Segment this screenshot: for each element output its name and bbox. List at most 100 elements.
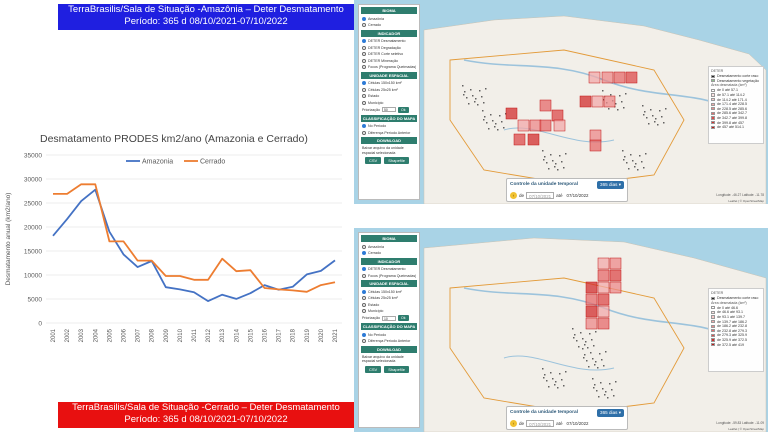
grid-cell[interactable]: [585, 293, 598, 306]
from-date-input[interactable]: 07/10/2021: [526, 420, 555, 427]
grid-cell[interactable]: [585, 317, 598, 330]
indicator-option[interactable]: Focos (Programa Queimadas): [362, 273, 416, 278]
grid-cell[interactable]: [539, 119, 552, 132]
from-date-input[interactable]: 07/10/2021: [526, 192, 555, 199]
indicator-option[interactable]: DETER Desmatamento: [362, 267, 416, 272]
biome-option[interactable]: Cerrado: [362, 23, 416, 28]
ok-button[interactable]: Ok: [397, 315, 409, 321]
csv-button[interactable]: CSV: [365, 157, 382, 164]
classification-option[interactable]: Diferença Período Anterior: [362, 339, 416, 344]
grid-cell[interactable]: [551, 109, 564, 122]
radio-icon[interactable]: [362, 94, 366, 98]
grid-cell[interactable]: [517, 119, 530, 132]
radio-icon[interactable]: [362, 23, 366, 27]
days-dropdown[interactable]: 365 dias ▾: [597, 180, 624, 189]
unit-option[interactable]: Município: [362, 309, 416, 314]
grid-cell[interactable]: [597, 257, 610, 270]
radio-icon[interactable]: [362, 16, 366, 21]
radio-icon[interactable]: [362, 273, 366, 278]
legend-layer[interactable]: Desmatamento corte raso: [711, 74, 761, 79]
priority-input[interactable]: 10: [381, 315, 396, 321]
x-tick-label: 2015: [248, 328, 254, 342]
grid-cell[interactable]: [625, 71, 638, 84]
radio-icon[interactable]: [362, 296, 366, 300]
radio-icon[interactable]: [362, 87, 366, 92]
unit-option[interactable]: Células 25x25 km²: [362, 87, 416, 92]
classification-option[interactable]: No Período: [362, 124, 416, 129]
radio-icon[interactable]: [362, 289, 366, 294]
priority-input[interactable]: 50: [381, 107, 396, 112]
radio-icon[interactable]: [362, 65, 366, 69]
grid-cell[interactable]: [513, 133, 526, 146]
unit-option[interactable]: Células 150x150 km²: [362, 289, 416, 294]
biome-option[interactable]: Amazônia: [362, 244, 416, 249]
radio-icon[interactable]: [362, 267, 366, 271]
indicator-option[interactable]: DETER Desmatamento: [362, 39, 416, 44]
x-tick-label: 2005: [107, 328, 113, 342]
grid-cell[interactable]: [589, 129, 602, 142]
grid-cell[interactable]: [609, 281, 622, 294]
radio-icon[interactable]: [362, 81, 366, 85]
prev-period-icon[interactable]: ‹: [510, 420, 517, 427]
indicator-option[interactable]: Focos (Programa Queimadas): [362, 65, 416, 70]
grid-cell[interactable]: [597, 305, 610, 318]
grid-cell[interactable]: [597, 293, 610, 306]
radio-icon[interactable]: [362, 244, 366, 249]
radio-icon[interactable]: [362, 339, 366, 343]
grid-cell[interactable]: [609, 257, 622, 270]
csv-button[interactable]: CSV: [365, 365, 382, 373]
radio-icon[interactable]: [362, 130, 366, 135]
grid-cell[interactable]: [505, 107, 518, 120]
radio-icon[interactable]: [362, 100, 366, 105]
indicator-option[interactable]: DETER Mineração: [362, 58, 416, 63]
classification-option[interactable]: No Período: [362, 332, 416, 337]
grid-cell[interactable]: [539, 99, 552, 112]
grid-cell[interactable]: [527, 133, 540, 146]
biome-option[interactable]: Cerrado: [362, 251, 416, 256]
grid-cell[interactable]: [589, 139, 602, 152]
grid-cell[interactable]: [609, 269, 622, 282]
grid-cell[interactable]: [529, 119, 542, 132]
radio-icon[interactable]: [362, 39, 366, 43]
unit-option[interactable]: Células 25x25 km²: [362, 296, 416, 301]
radio-icon[interactable]: [362, 124, 366, 128]
to-date-value[interactable]: 07/10/2022: [566, 193, 589, 198]
grid-cell[interactable]: [603, 95, 616, 108]
grid-cell[interactable]: [591, 95, 604, 108]
grid-cell[interactable]: [597, 269, 610, 282]
shapefile-button[interactable]: Shapefile: [384, 365, 409, 373]
radio-icon[interactable]: [362, 302, 366, 307]
radio-icon[interactable]: [362, 45, 366, 50]
shapefile-button[interactable]: Shapefile: [384, 157, 409, 164]
grid-cell[interactable]: [588, 71, 601, 84]
grid-cell[interactable]: [613, 71, 626, 84]
grid-cell[interactable]: [585, 305, 598, 318]
grid-cell[interactable]: [585, 281, 598, 294]
unit-option[interactable]: Estado: [362, 94, 416, 99]
legend-layer[interactable]: Desmatamento vegetação: [711, 79, 761, 84]
radio-icon[interactable]: [362, 251, 366, 255]
grid-cell[interactable]: [553, 119, 566, 132]
grid-cell[interactable]: [601, 71, 614, 84]
indicator-option[interactable]: DETER Degradação: [362, 45, 416, 50]
grid-cell[interactable]: [597, 281, 610, 294]
indicator-option[interactable]: DETER Corte seletivo: [362, 52, 416, 57]
unit-option[interactable]: Estado: [362, 302, 416, 307]
base-map[interactable]: [354, 0, 768, 204]
to-date-value[interactable]: 07/10/2022: [566, 421, 589, 426]
unit-option[interactable]: Células 150x150 km²: [362, 81, 416, 86]
classification-option[interactable]: Diferença Período Anterior: [362, 130, 416, 135]
grid-cell[interactable]: [597, 317, 610, 330]
radio-icon[interactable]: [362, 332, 366, 337]
unit-option[interactable]: Município: [362, 100, 416, 105]
biome-option[interactable]: Amazônia: [362, 16, 416, 21]
ok-button[interactable]: Ok: [397, 106, 409, 113]
legend-layer[interactable]: Desmatamento corte raso: [711, 296, 761, 301]
radio-icon[interactable]: [362, 52, 366, 56]
prev-period-icon[interactable]: ‹: [510, 192, 517, 199]
grid-cell[interactable]: [579, 95, 592, 108]
radio-icon[interactable]: [362, 58, 366, 63]
days-dropdown[interactable]: 365 dias ▾: [597, 408, 624, 417]
radio-icon[interactable]: [362, 309, 366, 313]
base-map[interactable]: [354, 228, 768, 432]
